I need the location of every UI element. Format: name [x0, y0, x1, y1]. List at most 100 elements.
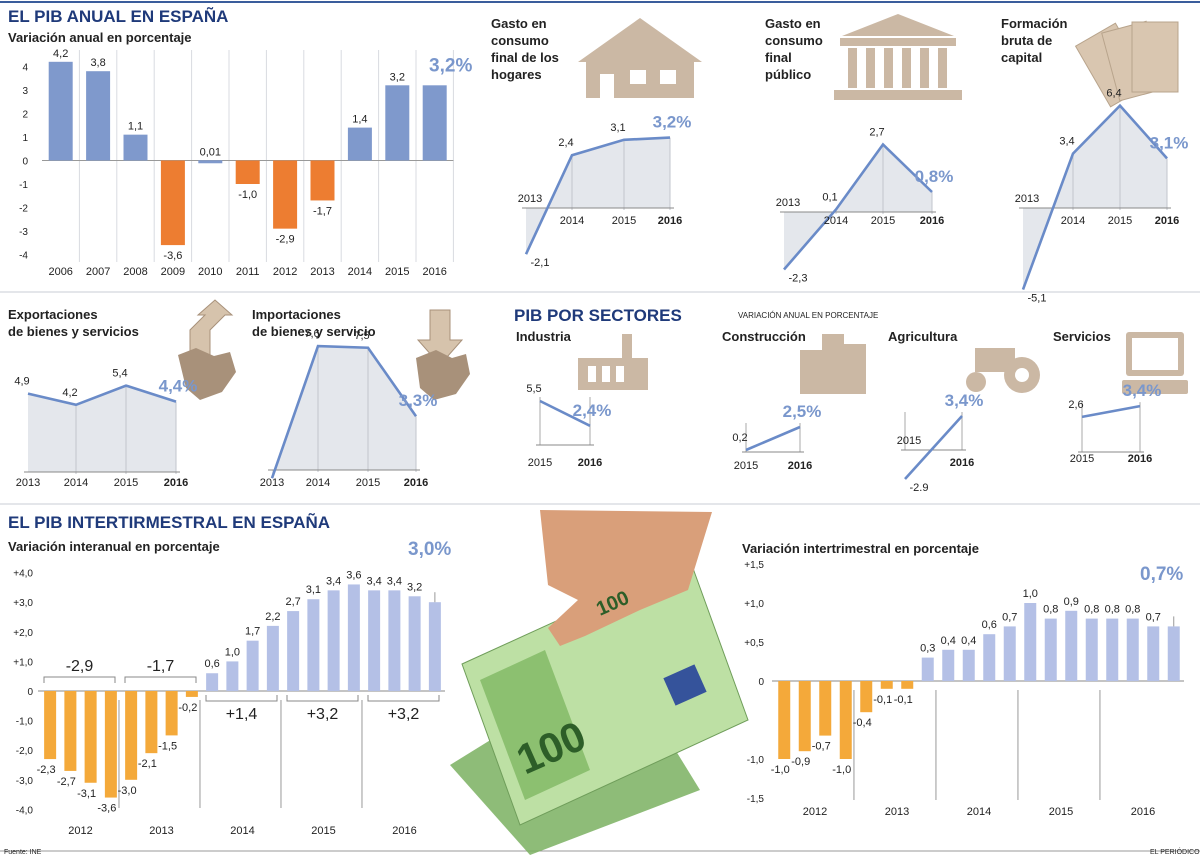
interanual-subtitle: Variación interanual en porcentaje [8, 539, 220, 554]
quarter-label: 0,8 [1105, 604, 1120, 616]
quarter-bar [921, 657, 934, 681]
quarter-bar [206, 673, 219, 691]
x-tick-label: 2008 [123, 266, 147, 278]
quarter-bar [44, 691, 57, 760]
hogares-x-label: 2014 [560, 215, 584, 227]
bar-label-2011: -1,0 [238, 189, 257, 201]
bar-2007 [86, 71, 111, 161]
y-tick-label: -3,0 [16, 776, 34, 787]
hogares-x-label: 2016 [658, 215, 682, 227]
quarter-bar [983, 634, 996, 681]
quarter-bar [962, 649, 975, 681]
year-average-bracket [367, 695, 440, 702]
exportaciones-line [27, 384, 177, 407]
year-average-label: +1,4 [226, 706, 258, 723]
quarter-label: 0,8 [1084, 604, 1099, 616]
capital-title: Formación bruta de capital [1001, 16, 1068, 65]
y-tick-label: 2 [22, 110, 28, 121]
exportaciones-value-label: 4,4% [159, 377, 198, 396]
capital-area [1023, 105, 1167, 290]
year-label: 2016 [392, 825, 416, 837]
importaciones-x-label: 2016 [404, 477, 428, 489]
y-tick-label: -4 [19, 251, 28, 262]
factory-icon [578, 334, 648, 390]
quarter-label: 0,8 [1043, 604, 1058, 616]
hogares-title: Gasto en consumo final de los hogares [491, 16, 559, 82]
x-tick-label: 2011 [236, 266, 260, 278]
quarter-label: 0,7 [1146, 611, 1161, 623]
exportaciones-value-label: 5,4 [112, 368, 127, 380]
importaciones-line [270, 344, 418, 479]
tractor-icon [966, 348, 1040, 393]
exportaciones-value-label: 4,9 [14, 376, 29, 388]
quarter-bar [64, 691, 77, 771]
capital-x-label: 2015 [1108, 215, 1132, 227]
construccion-value-label: 0,2 [732, 432, 747, 444]
quarter-label: 1,7 [245, 626, 260, 638]
quarter-label: 0,3 [920, 643, 935, 655]
y-tick-label: +3,0 [13, 598, 33, 609]
quarter-bar [1167, 626, 1180, 681]
quarter-label: -3,0 [118, 785, 137, 797]
quarter-bar [408, 596, 421, 691]
euro-banknotes-photo: 100 100 [450, 510, 749, 855]
x-tick-label: 2013 [310, 266, 334, 278]
year-label: 2013 [149, 825, 173, 837]
servicios-title: Servicios [1053, 329, 1111, 344]
exportaciones-x-label: 2014 [64, 477, 88, 489]
intertrimestral-highlight: 0,7% [1140, 564, 1183, 585]
credit: EL PERIÓDICO [1150, 847, 1200, 856]
hogares-x-label: 2015 [612, 215, 636, 227]
quarter-label: 0,6 [982, 619, 997, 631]
industria-title: Industria [516, 329, 572, 344]
bar-label-2013: -1,7 [313, 205, 332, 217]
capital-value-label: 6,4 [1106, 88, 1121, 100]
agricultura-value-label: 3,4% [945, 391, 984, 410]
exportaciones-x-label: 2013 [16, 477, 40, 489]
y-tick-label: 0 [22, 157, 28, 168]
quarter-label: 2,7 [285, 596, 300, 608]
quarter-bar [246, 640, 259, 691]
servicios-value-label: 2,6 [1068, 399, 1083, 411]
publico-value-label: 0,1 [822, 192, 837, 204]
quarter-label: 2,2 [265, 611, 280, 623]
intertrimestral-subtitle: Variación intertrimestral en porcentaje [742, 541, 979, 556]
year-average-bracket [43, 676, 116, 683]
capital-x-label: 2014 [1061, 215, 1085, 227]
quarter-bar [327, 590, 340, 691]
hogares-value-label: 2,4 [558, 137, 573, 149]
year-average-bracket [205, 695, 278, 702]
intertrimestral-bar-chart: +1,5 +1,0 +0,5 0 -1,0 -1,5 2012 2013 2014 2015 201… [744, 560, 1184, 818]
agricultura-line [904, 415, 963, 480]
x-tick-label: 2007 [86, 266, 110, 278]
year-average-bracket [286, 695, 359, 702]
y-tick-label: -4,0 [16, 805, 34, 816]
quarter-label: -0,7 [812, 741, 831, 753]
annual-title: EL PIB ANUAL EN ESPAÑA [8, 6, 228, 26]
quarter-bar [226, 661, 239, 691]
agricultura-value-label: -2.9 [910, 482, 929, 494]
x-tick-label: 2010 [198, 266, 222, 278]
year-average-label: +3,2 [388, 706, 420, 723]
quarter-bar [1044, 618, 1057, 681]
quarter-bar [880, 681, 893, 689]
bar-label-2007: 3,8 [90, 57, 105, 69]
import-arrow-icon [416, 309, 470, 400]
publico-area [784, 144, 932, 270]
quarter-bar [185, 691, 198, 697]
exportaciones-x-label: 2015 [114, 477, 138, 489]
quarter-bar [839, 681, 852, 759]
bar-2011 [235, 160, 260, 184]
year-label: 2013 [885, 806, 909, 818]
quarter-label: -3,6 [97, 803, 116, 815]
quarter-bar [428, 602, 441, 691]
year-label: 2014 [967, 806, 991, 818]
exportaciones-title: Exportaciones de bienes y servicios [8, 307, 139, 339]
y-tick-label: -1 [19, 180, 28, 191]
y-tick-label: 0 [758, 677, 764, 688]
importaciones-x-label: 2013 [260, 477, 284, 489]
